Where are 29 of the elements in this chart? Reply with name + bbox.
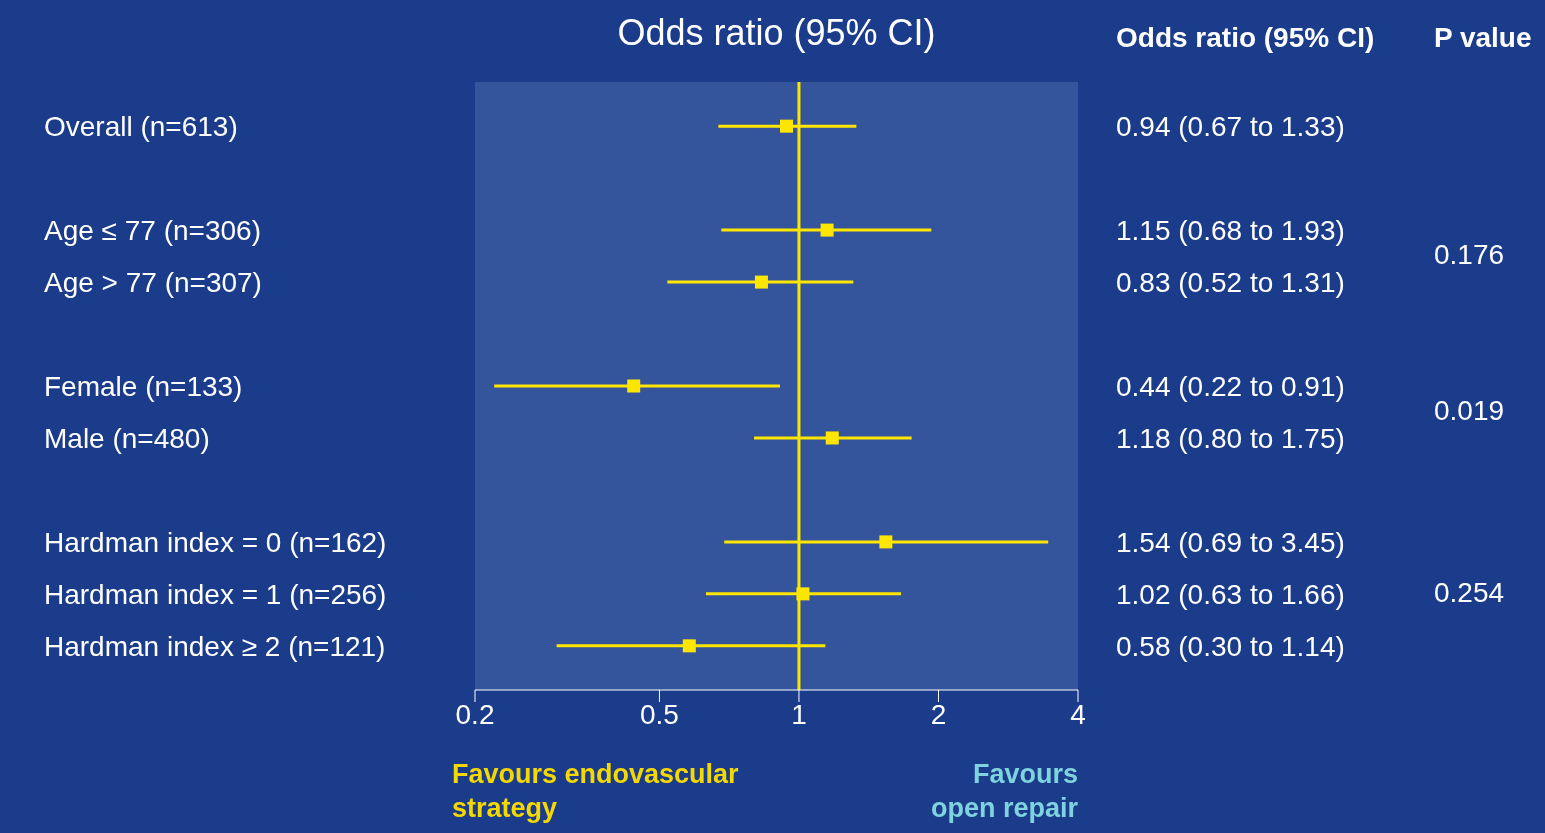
y-tick-label: Overall (n=613) bbox=[44, 111, 238, 143]
x-tick-label: 2 bbox=[930, 698, 947, 730]
y-tick-label: Hardman index = 0 (n=162) bbox=[44, 526, 387, 558]
data-label: 0.58 (0.30 to 1.14) bbox=[1116, 630, 1345, 662]
y-tick-label: Age ≤ 77 (n=306) bbox=[44, 215, 261, 247]
y-tick-label: Hardman index ≥ 2 (n=121) bbox=[44, 630, 386, 662]
data-label: 1.18 (0.80 to 1.75) bbox=[1116, 422, 1345, 454]
y-tick-label: Male (n=480) bbox=[44, 422, 210, 454]
data-label: 0.44 (0.22 to 0.91) bbox=[1116, 371, 1345, 402]
x-tick-label: 0.2 bbox=[455, 698, 495, 730]
y-tick-label: Hardman index = 1 (n=256) bbox=[44, 578, 387, 610]
data-label: 1.02 (0.63 to 1.66) bbox=[1116, 578, 1345, 610]
y-tick-label: Female (n=133) bbox=[44, 371, 243, 402]
x-tick-label: 0.5 bbox=[639, 698, 679, 730]
text: Favours open repair bbox=[929, 758, 1078, 825]
data-label: 1.15 (0.68 to 1.93) bbox=[1116, 215, 1345, 247]
data-label: 1.54 (0.69 to 3.45) bbox=[1116, 526, 1345, 558]
x-tick-label: 1 bbox=[791, 698, 807, 730]
x-tick-label: 4 bbox=[1070, 698, 1086, 730]
text: P value bbox=[1434, 22, 1532, 54]
y-tick-label: Age > 77 (n=307) bbox=[44, 267, 262, 299]
text: 0.019 bbox=[1434, 394, 1505, 427]
text: 0.254 bbox=[1434, 576, 1505, 609]
text: Odds ratio (95% CI) bbox=[1116, 22, 1375, 54]
data-label: 0.94 (0.67 to 1.33) bbox=[1116, 111, 1345, 143]
data-label: 0.83 (0.52 to 1.31) bbox=[1116, 267, 1345, 299]
text: 0.176 bbox=[1434, 239, 1505, 272]
chart-title: Odds ratio (95% CI) bbox=[616, 12, 937, 54]
text: Favours endovascular strategy bbox=[452, 758, 740, 825]
